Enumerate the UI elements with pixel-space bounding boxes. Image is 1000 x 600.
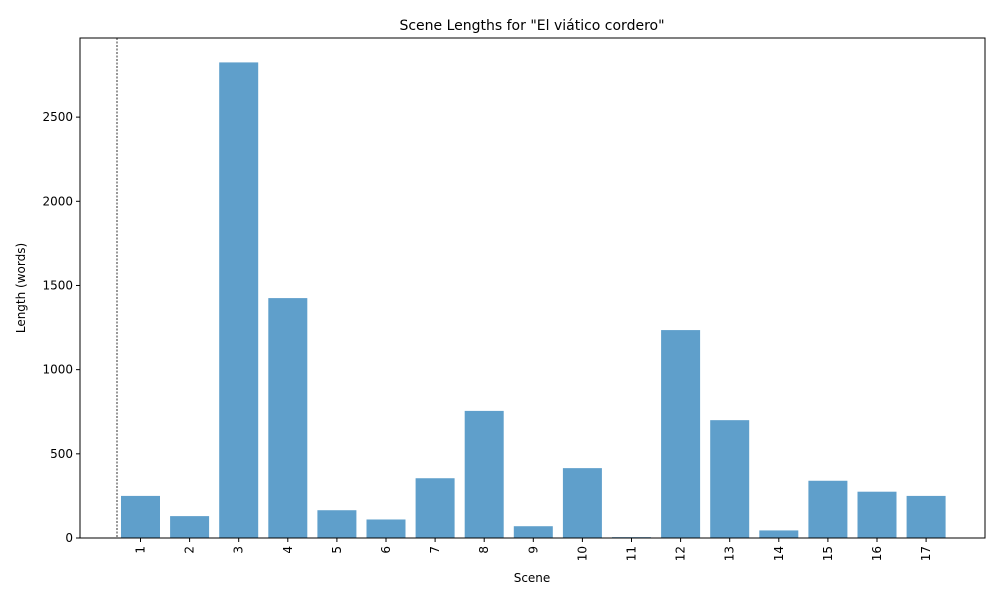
y-axis: 0 500 1000 1500 2000 2500 — [42, 110, 80, 545]
bar-scene-14 — [759, 530, 799, 538]
bar-scene-8 — [464, 410, 504, 538]
x-axis-label: Scene — [514, 571, 551, 585]
x-tick-label: 11 — [625, 546, 639, 561]
x-tick-label: 6 — [379, 546, 393, 554]
bar-scene-15 — [808, 480, 848, 538]
bar-scene-13 — [710, 420, 750, 538]
y-tick-label: 500 — [50, 447, 73, 461]
y-tick-label: 1500 — [42, 278, 73, 292]
x-tick-label: 7 — [428, 546, 442, 554]
bar-scene-17 — [906, 495, 946, 538]
bar-scene-6 — [366, 519, 406, 538]
y-tick-label: 0 — [65, 531, 73, 545]
bar-scene-1 — [121, 495, 160, 538]
x-tick-label: 17 — [919, 546, 933, 561]
x-tick-label: 1 — [134, 546, 148, 554]
bars-group — [121, 62, 946, 539]
x-tick-label: 2 — [183, 546, 197, 554]
bar-scene-5 — [317, 510, 357, 538]
plot-frame — [79, 37, 986, 539]
x-tick-label: 4 — [281, 546, 295, 554]
y-tick-label: 1000 — [42, 363, 73, 377]
bar-scene-9 — [513, 526, 553, 538]
bar-scene-12 — [661, 330, 701, 538]
x-axis: 1 2 3 4 5 6 7 8 9 10 11 12 13 14 15 16 17 — [134, 538, 933, 561]
bar-scene-2 — [170, 516, 210, 538]
x-tick-label: 16 — [870, 546, 884, 561]
x-tick-label: 3 — [232, 546, 246, 554]
x-tick-label: 5 — [330, 546, 344, 554]
y-tick-label: 2000 — [42, 194, 73, 208]
bar-scene-3 — [219, 62, 259, 539]
x-tick-label: 8 — [477, 546, 491, 554]
x-tick-label: 13 — [723, 546, 737, 561]
bar-scene-7 — [415, 478, 455, 538]
x-tick-label: 15 — [821, 546, 835, 561]
bar-scene-10 — [562, 468, 602, 538]
chart-title: Scene Lengths for "El viático cordero" — [399, 18, 664, 34]
x-tick-label: 9 — [526, 546, 540, 554]
y-axis-label: Length (words) — [14, 243, 28, 333]
y-tick-label: 2500 — [42, 110, 73, 124]
x-tick-label: 12 — [674, 546, 688, 561]
x-tick-label: 14 — [772, 546, 786, 561]
x-tick-label: 10 — [575, 546, 589, 561]
bar-scene-4 — [268, 298, 308, 538]
bar-scene-16 — [857, 491, 897, 538]
